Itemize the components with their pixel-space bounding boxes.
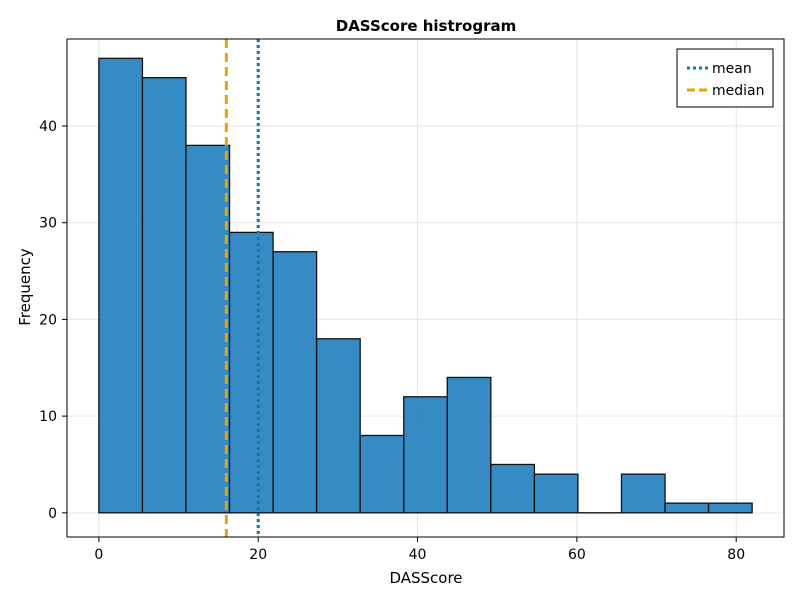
- legend: mean median: [676, 48, 774, 108]
- legend-median-label: median: [712, 83, 764, 99]
- histogram-bars: [98, 57, 753, 514]
- histogram-bar: [315, 338, 361, 514]
- reference-lines: [224, 39, 260, 537]
- y-tick-label: 40: [39, 119, 57, 135]
- histogram-bar: [707, 502, 753, 514]
- chart-title: DASScore histrogram: [336, 17, 517, 35]
- histogram-bar: [446, 376, 492, 514]
- histogram-bar: [141, 77, 187, 514]
- histogram-bar: [359, 434, 405, 514]
- legend-mean-label: mean: [712, 61, 752, 77]
- histogram-bar: [620, 473, 666, 514]
- legend-box: [676, 48, 774, 108]
- histogram-bar: [664, 502, 710, 514]
- y-tick-label: 30: [39, 216, 57, 232]
- y-tick-label: 20: [39, 312, 57, 328]
- histogram-bar: [228, 231, 274, 514]
- y-tick-label: 10: [39, 409, 57, 425]
- x-tick-label: 80: [727, 547, 745, 563]
- histogram-bar: [98, 57, 144, 514]
- y-tick-label: 0: [48, 506, 57, 522]
- histogram-bar: [185, 144, 231, 514]
- histogram-bar: [272, 251, 318, 514]
- histogram-bar: [490, 463, 536, 514]
- x-tick-label: 0: [94, 547, 103, 563]
- x-tick-label: 40: [409, 547, 427, 563]
- y-axis-label: Frequency: [16, 248, 34, 326]
- histogram-bar: [403, 396, 448, 514]
- histogram-bar: [533, 473, 579, 514]
- x-tick-label: 60: [568, 547, 586, 563]
- axis-ticks: 0 20 40 60 80 0 10 20 30 40: [39, 119, 745, 563]
- x-axis-label: DASScore: [389, 569, 462, 587]
- plot-frame: [66, 38, 785, 538]
- x-tick-label: 20: [249, 547, 267, 563]
